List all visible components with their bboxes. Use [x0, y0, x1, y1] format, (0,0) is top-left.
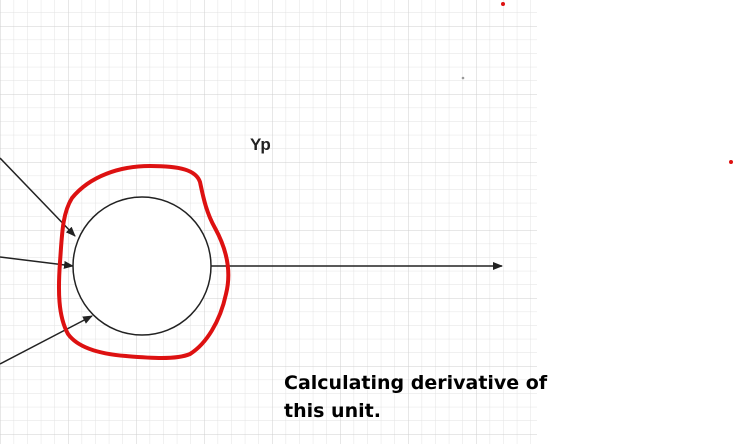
input-arrow-bottom: [0, 315, 93, 365]
caption-line-2: this unit.: [284, 400, 381, 422]
caption: Calculating derivative of this unit.: [284, 369, 547, 425]
stray-dot-red-top: [501, 2, 505, 6]
stray-dot-gray: [461, 76, 465, 80]
output-label-yp: Yp: [250, 135, 271, 154]
neuron-unit-circle: [72, 196, 212, 336]
caption-line-1: Calculating derivative of: [284, 372, 548, 394]
stray-dot-red-right: [729, 160, 733, 164]
highlight-loop: [56, 164, 231, 360]
